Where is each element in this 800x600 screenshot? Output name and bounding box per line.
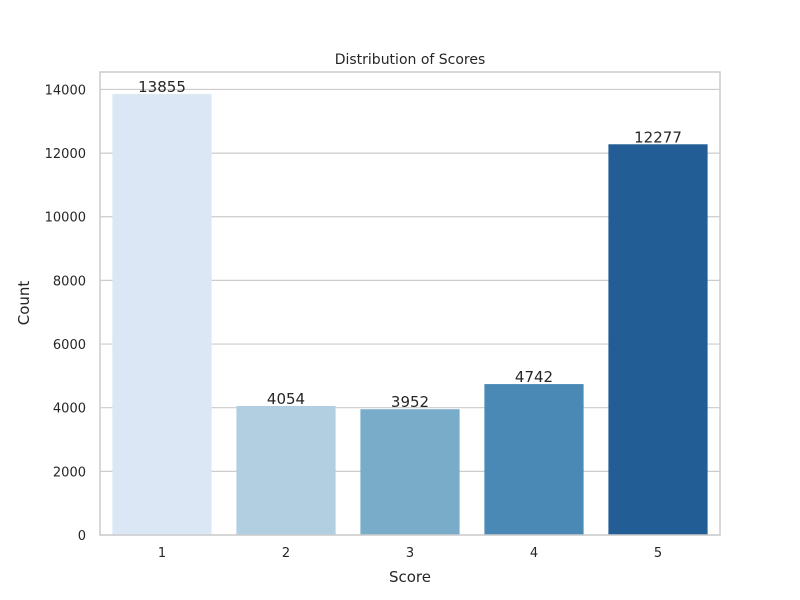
- y-tick-label: 8000: [53, 274, 86, 289]
- y-tick-label: 6000: [53, 338, 86, 353]
- x-axis-label: Score: [389, 568, 431, 586]
- x-tick-label: 1: [158, 546, 166, 561]
- y-axis-label: Count: [15, 281, 33, 326]
- bar-value-label: 4742: [515, 368, 553, 386]
- bar-score-4: [484, 384, 584, 535]
- bar-score-5: [608, 144, 708, 535]
- bar-value-label: 12277: [634, 128, 682, 146]
- bar-value-label: 3952: [391, 393, 429, 411]
- x-tick-label: 3: [406, 546, 414, 561]
- y-tick-label: 4000: [53, 402, 86, 417]
- x-tick-label: 4: [530, 546, 538, 561]
- y-axis-ticks: 0 2000 4000 6000 8000 10000 12000 14000: [45, 83, 86, 544]
- chart-title: Distribution of Scores: [335, 52, 486, 68]
- y-tick-label: 10000: [45, 211, 86, 226]
- y-tick-label: 0: [78, 529, 86, 544]
- bar-score-3: [360, 409, 460, 535]
- plot-frame: [99, 71, 721, 536]
- x-tick-label: 2: [282, 546, 290, 561]
- bar-score-2: [236, 405, 336, 535]
- x-tick-label: 5: [654, 546, 662, 561]
- bar-value-label: 13855: [138, 78, 186, 96]
- y-tick-label: 14000: [45, 83, 86, 98]
- data-labels: 13855 4054 3952 4742 12277: [138, 78, 682, 411]
- y-tick-label: 2000: [53, 465, 86, 480]
- bars: [112, 94, 708, 535]
- x-axis-ticks: 1 2 3 4 5: [158, 546, 662, 561]
- y-tick-label: 12000: [45, 147, 86, 162]
- bar-score-1: [112, 94, 212, 535]
- bar-value-label: 4054: [267, 390, 305, 408]
